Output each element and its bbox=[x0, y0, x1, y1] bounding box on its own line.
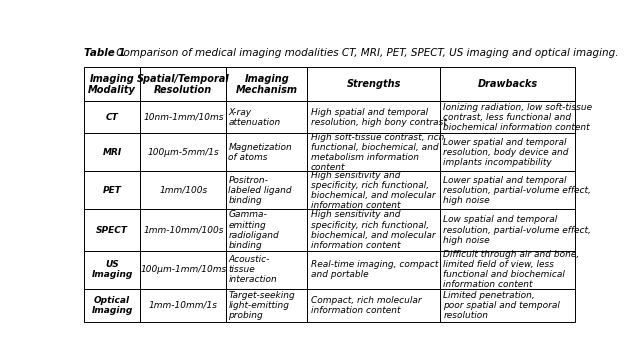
Text: Acoustic-
tissue
interaction: Acoustic- tissue interaction bbox=[228, 255, 277, 284]
Bar bbox=[307, 171, 440, 209]
Bar bbox=[307, 289, 440, 322]
Text: SPECT: SPECT bbox=[96, 225, 128, 234]
Text: Compact, rich molecular
information content: Compact, rich molecular information cont… bbox=[310, 296, 421, 315]
Bar bbox=[84, 67, 140, 101]
Text: Magnetization
of atoms: Magnetization of atoms bbox=[228, 143, 292, 162]
Text: Real-time imaging, compact
and portable: Real-time imaging, compact and portable bbox=[310, 260, 438, 280]
Text: Strengths: Strengths bbox=[346, 79, 401, 89]
Text: 1mm-10mm/1s: 1mm-10mm/1s bbox=[149, 301, 218, 310]
Bar bbox=[84, 171, 140, 209]
Text: Comparison of medical imaging modalities CT, MRI, PET, SPECT, US imaging and opt: Comparison of medical imaging modalities… bbox=[113, 48, 618, 58]
Bar bbox=[84, 133, 140, 171]
Text: MRI: MRI bbox=[102, 148, 122, 157]
Bar bbox=[84, 251, 140, 289]
Text: Table 1: Table 1 bbox=[84, 48, 125, 58]
Text: Difficult through air and bone,
limited field of view, less
functional and bioch: Difficult through air and bone, limited … bbox=[444, 250, 580, 289]
Bar bbox=[140, 209, 227, 251]
Text: X-ray
attenuation: X-ray attenuation bbox=[228, 108, 281, 127]
Text: Optical
Imaging: Optical Imaging bbox=[92, 296, 133, 315]
Text: Drawbacks: Drawbacks bbox=[477, 79, 538, 89]
Text: 1mm-10mm/100s: 1mm-10mm/100s bbox=[143, 225, 223, 234]
Bar bbox=[140, 101, 227, 133]
Bar bbox=[307, 209, 440, 251]
Bar bbox=[227, 251, 307, 289]
Bar bbox=[307, 251, 440, 289]
Bar bbox=[307, 133, 440, 171]
Text: PET: PET bbox=[103, 186, 122, 195]
Text: Imaging
Modality: Imaging Modality bbox=[88, 74, 136, 95]
Bar bbox=[440, 209, 575, 251]
Bar bbox=[227, 289, 307, 322]
Bar bbox=[440, 67, 575, 101]
Bar bbox=[227, 171, 307, 209]
Bar bbox=[227, 133, 307, 171]
Bar bbox=[440, 133, 575, 171]
Bar bbox=[140, 251, 227, 289]
Text: CT: CT bbox=[106, 113, 118, 122]
Text: Lower spatial and temporal
resolution, partial-volume effect,
high noise: Lower spatial and temporal resolution, p… bbox=[444, 176, 591, 205]
Text: Low spatial and temporal
resolution, partial-volume effect,
high noise: Low spatial and temporal resolution, par… bbox=[444, 216, 591, 245]
Bar bbox=[84, 289, 140, 322]
Text: High spatial and temporal
resolution, high bony contrast: High spatial and temporal resolution, hi… bbox=[310, 108, 447, 127]
Text: 100μm-5mm/1s: 100μm-5mm/1s bbox=[148, 148, 220, 157]
Bar bbox=[140, 171, 227, 209]
Bar bbox=[140, 133, 227, 171]
Bar bbox=[440, 289, 575, 322]
Bar bbox=[227, 101, 307, 133]
Bar bbox=[227, 209, 307, 251]
Text: Target-seeking
light-emitting
probing: Target-seeking light-emitting probing bbox=[228, 291, 295, 320]
Text: Gamma-
emitting
radioligand
binding: Gamma- emitting radioligand binding bbox=[228, 211, 279, 250]
Text: High sensitivity and
specificity, rich functional,
biochemical, and molecular
in: High sensitivity and specificity, rich f… bbox=[310, 211, 435, 250]
Bar bbox=[440, 251, 575, 289]
Text: Limited penetration,
poor spatial and temporal
resolution: Limited penetration, poor spatial and te… bbox=[444, 291, 560, 320]
Text: High soft-tissue contrast, rich
functional, biochemical, and
metabolism informat: High soft-tissue contrast, rich function… bbox=[310, 133, 444, 172]
Bar bbox=[140, 67, 227, 101]
Text: High sensitivity and
specificity, rich functional,
biochemical, and molecular
in: High sensitivity and specificity, rich f… bbox=[310, 171, 435, 210]
Bar bbox=[140, 289, 227, 322]
Text: Imaging
Mechanism: Imaging Mechanism bbox=[236, 74, 298, 95]
Text: 10nm-1mm/10ms: 10nm-1mm/10ms bbox=[143, 113, 223, 122]
Bar bbox=[440, 171, 575, 209]
Bar bbox=[307, 67, 440, 101]
Text: Lower spatial and temporal
resolution, body device and
implants incompatibility: Lower spatial and temporal resolution, b… bbox=[444, 138, 569, 167]
Text: 100μm-1mm/10ms: 100μm-1mm/10ms bbox=[140, 265, 227, 274]
Text: Spatial/Temporal
Resolution: Spatial/Temporal Resolution bbox=[137, 74, 230, 95]
Bar bbox=[307, 101, 440, 133]
Text: Positron-
labeled ligand
binding: Positron- labeled ligand binding bbox=[228, 176, 292, 205]
Bar bbox=[227, 67, 307, 101]
Text: US
Imaging: US Imaging bbox=[92, 260, 133, 280]
Bar bbox=[84, 209, 140, 251]
Text: 1mm/100s: 1mm/100s bbox=[159, 186, 207, 195]
Bar bbox=[84, 101, 140, 133]
Text: Ionizing radiation, low soft-tissue
contrast, less functional and
biochemical in: Ionizing radiation, low soft-tissue cont… bbox=[444, 103, 593, 132]
Bar bbox=[440, 101, 575, 133]
